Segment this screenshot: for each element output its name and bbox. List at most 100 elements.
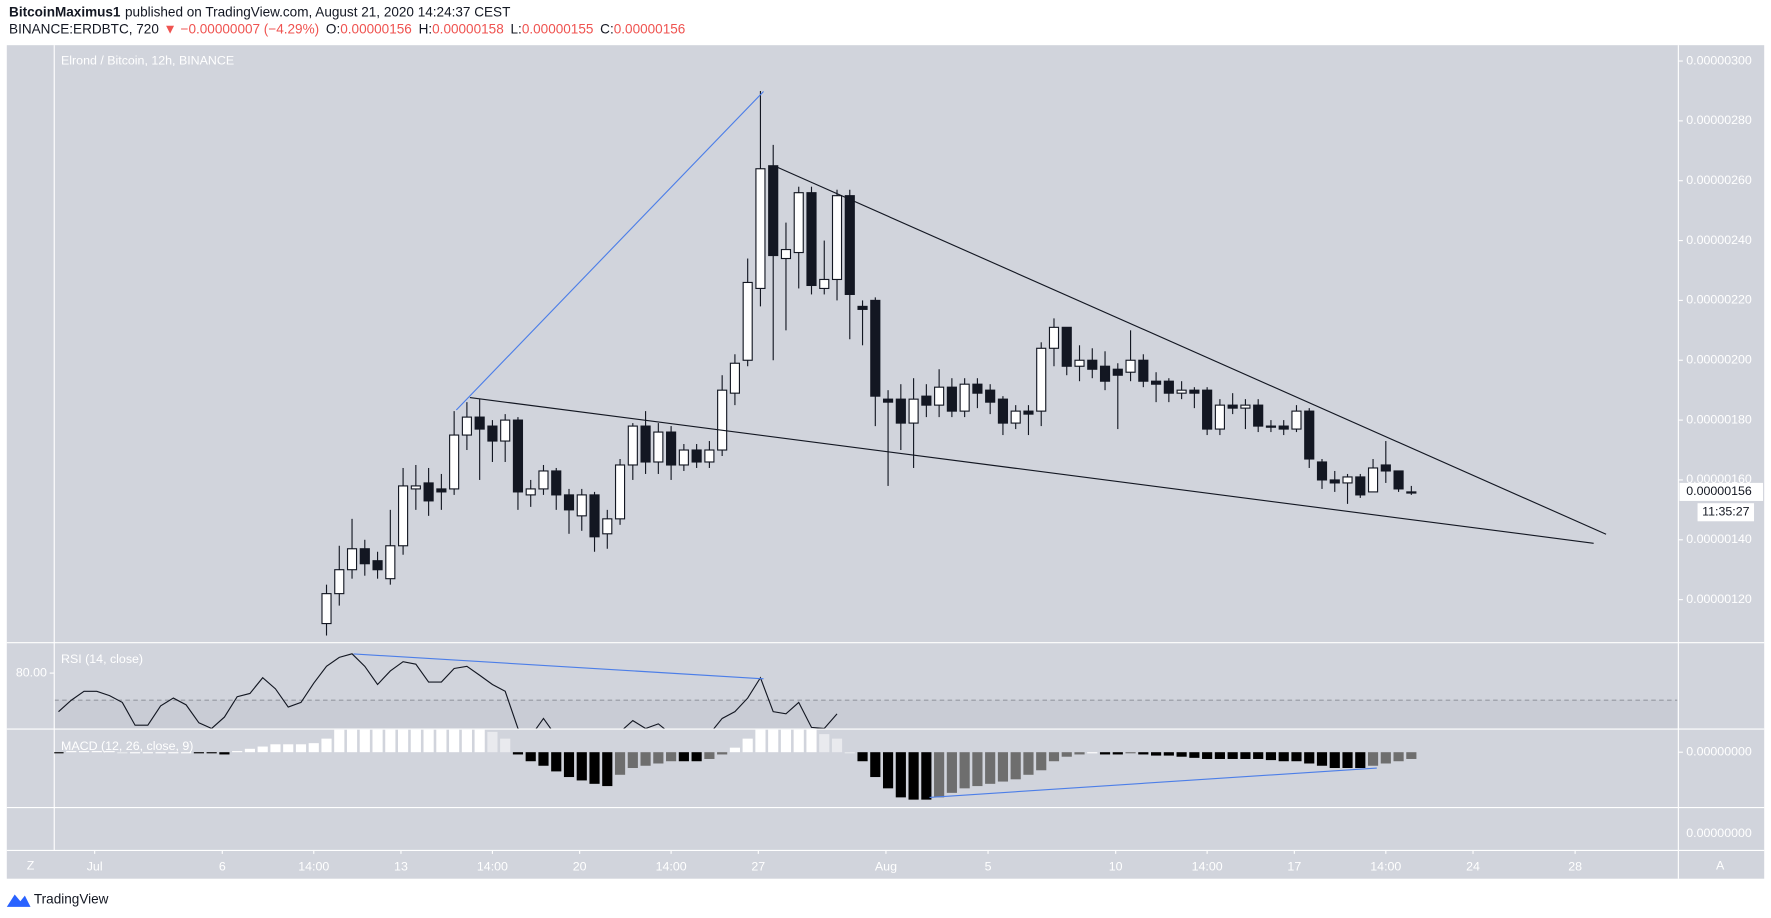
histogram-bar [768,729,779,753]
histogram-bar [1278,752,1289,762]
candle-body [334,569,345,595]
histogram-bar [181,752,192,754]
histogram-bar [857,752,868,762]
rsi-band [54,700,1678,729]
histogram-bar [1316,752,1328,766]
candle-body [512,419,524,493]
candle-body [1393,470,1404,490]
histogram-bar [1176,752,1187,757]
candle-body [1227,404,1238,409]
last-price-box [1679,482,1764,501]
histogram-bar [589,752,600,784]
x-tick-label: 14:00 [298,860,329,874]
candle-body [921,395,932,406]
histogram-bar [410,729,421,753]
x-tick-label: Aug [875,860,897,874]
histogram-bar [640,752,651,766]
divergence-line [929,767,1377,798]
candle-body [768,165,779,257]
histogram-bar [870,752,881,778]
ohlc-label: L: [511,21,522,36]
histogram-bar [117,752,128,754]
trendlines [455,91,1607,544]
candle-body [1380,464,1391,472]
y-tick-label: 0.00000180 [1686,412,1752,426]
histogram-bar [295,744,307,753]
histogram-bar [1355,752,1366,769]
candle-body [972,383,983,394]
candle-body [1036,347,1047,412]
histogram-bar [1253,752,1264,759]
y-tick-label: 0.00000280 [1686,113,1752,127]
histogram-bar [1291,752,1302,762]
histogram-bar [423,729,434,753]
histogram-bar [1138,752,1149,755]
histogram-bar [704,752,715,759]
x-tick-label: 27 [751,860,765,874]
histogram-bar [985,752,996,784]
histogram-bar [1240,752,1251,759]
histogram-bar [1304,752,1315,764]
histogram-bar [742,738,753,753]
histogram-bar [946,752,957,793]
histogram-bar [1189,752,1200,758]
plot: Jul 6 14:00 13 14:00 20 14:00 27 Aug 5 10 14:00 17 14… [16,53,1752,873]
histogram-bar [91,751,102,753]
candle-body [678,449,689,466]
histogram-bar [142,752,153,754]
histogram-bar [819,734,830,753]
publish-line: BitcoinMaximus1 published on TradingView.… [9,4,510,19]
histogram-bar [104,751,115,753]
candle-body [1112,368,1123,376]
candle-body [691,449,702,463]
candle-body [1329,479,1340,484]
candle-body [1202,389,1213,430]
lower-pane-axis-label: 0.00000000 [1686,826,1752,840]
candle-body [551,470,562,496]
candle-body [1138,359,1149,382]
histogram-bar [1151,752,1162,756]
candle-body [653,431,664,463]
y-tick-label: 0.00000260 [1686,173,1752,187]
candle-body [780,248,792,260]
histogram-bar [1125,752,1136,754]
histogram-bar [653,752,664,764]
scale-button[interactable]: Z [27,859,35,873]
candle-body [525,488,536,496]
candle-body [857,305,868,310]
x-tick-label: 6 [219,860,226,874]
candle-body [1151,380,1162,385]
countdown-box [1697,503,1755,522]
pane-plot [58,653,838,729]
x-tick-label: 13 [394,860,408,874]
candle-body [997,398,1009,424]
candle-body [1061,326,1072,367]
candle-body [1176,389,1187,394]
scale-button[interactable]: A [1716,859,1725,873]
trendline [455,91,764,411]
histogram-bar [168,752,179,754]
candle-body [563,494,575,511]
candle-body [985,389,996,403]
candle-body [1304,410,1315,460]
candle-body [946,386,957,412]
histogram-bar [500,738,511,753]
ohlc-value: 0.00000156 [614,21,686,36]
candle-body [346,548,358,571]
x-tick-label: 14:00 [477,860,508,874]
candle-body [487,425,498,442]
candle-body [870,299,881,397]
candle-body [1355,476,1366,496]
histogram-bar [155,752,166,754]
histogram-bar [729,747,740,753]
histogram-bar [334,729,345,753]
histogram-bar [1393,752,1404,762]
candle-body [717,389,728,451]
x-tick-label: 28 [1568,860,1582,874]
histogram-bar [308,743,319,753]
histogram-bar [627,752,638,769]
divergence-line [353,653,764,680]
histogram-bar [1112,752,1123,755]
y-tick-label: 0.00000220 [1686,293,1752,307]
